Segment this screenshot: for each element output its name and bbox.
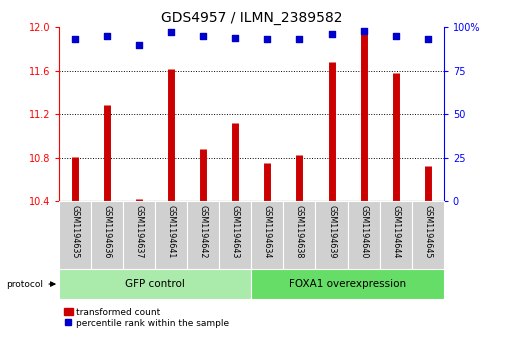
Point bbox=[135, 42, 143, 48]
Bar bbox=[91, 201, 123, 269]
Text: GSM1194639: GSM1194639 bbox=[327, 205, 336, 258]
Text: protocol: protocol bbox=[7, 280, 44, 289]
Bar bbox=[187, 201, 220, 269]
Point bbox=[360, 28, 368, 34]
Text: GSM1194634: GSM1194634 bbox=[263, 205, 272, 258]
Bar bbox=[251, 201, 283, 269]
Bar bbox=[155, 201, 187, 269]
Point bbox=[424, 37, 432, 42]
Point bbox=[199, 33, 207, 39]
Bar bbox=[315, 201, 348, 269]
Text: GSM1194642: GSM1194642 bbox=[199, 205, 208, 258]
Bar bbox=[411, 201, 444, 269]
Text: GSM1194644: GSM1194644 bbox=[391, 205, 400, 258]
Point bbox=[327, 31, 336, 37]
Bar bbox=[220, 201, 251, 269]
Bar bbox=[348, 201, 380, 269]
Point bbox=[263, 37, 271, 42]
Legend: transformed count, percentile rank within the sample: transformed count, percentile rank withi… bbox=[64, 307, 229, 328]
Text: GSM1194645: GSM1194645 bbox=[423, 205, 432, 258]
Point bbox=[103, 33, 111, 39]
Text: GSM1194635: GSM1194635 bbox=[70, 205, 80, 258]
Bar bbox=[123, 201, 155, 269]
Text: GSM1194640: GSM1194640 bbox=[359, 205, 368, 258]
Text: FOXA1 overexpression: FOXA1 overexpression bbox=[289, 279, 406, 289]
Point bbox=[71, 37, 79, 42]
Bar bbox=[251, 269, 444, 299]
Point bbox=[295, 37, 304, 42]
Bar bbox=[59, 269, 251, 299]
Text: GSM1194638: GSM1194638 bbox=[295, 205, 304, 258]
Text: GSM1194637: GSM1194637 bbox=[134, 205, 144, 258]
Text: GSM1194643: GSM1194643 bbox=[231, 205, 240, 258]
Title: GDS4957 / ILMN_2389582: GDS4957 / ILMN_2389582 bbox=[161, 11, 342, 25]
Text: GFP control: GFP control bbox=[125, 279, 185, 289]
Text: GSM1194636: GSM1194636 bbox=[103, 205, 112, 258]
Bar bbox=[283, 201, 315, 269]
Bar bbox=[380, 201, 411, 269]
Bar bbox=[59, 201, 91, 269]
Point bbox=[391, 33, 400, 39]
Text: GSM1194641: GSM1194641 bbox=[167, 205, 176, 258]
Point bbox=[167, 29, 175, 35]
Point bbox=[231, 35, 240, 41]
